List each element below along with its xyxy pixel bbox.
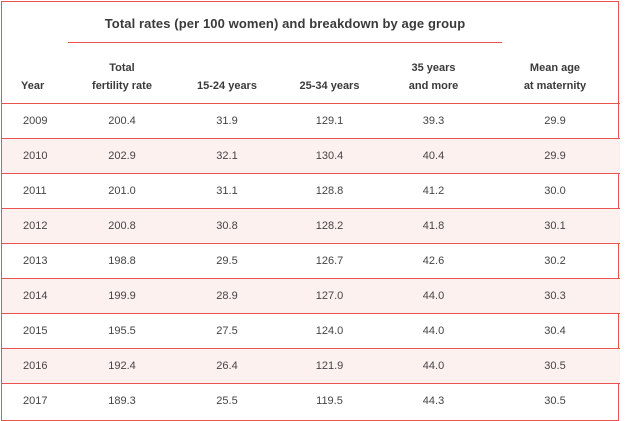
cell-rate-35-plus: 44.0: [377, 313, 490, 349]
cell-rate-25-34: 124.0: [282, 313, 377, 349]
header-mean-age: Mean age at maternity: [523, 62, 587, 92]
cell-mean-age: 30.5: [490, 348, 620, 384]
table-row: 2010 202.9 32.1 130.4 40.4 29.9: [2, 138, 620, 174]
table-frame: Total rates (per 100 women) and breakdow…: [1, 1, 620, 421]
cell-rate-15-24: 26.4: [172, 348, 282, 384]
cell-year: 2015: [2, 313, 72, 349]
cell-rate-35-plus: 44.0: [377, 348, 490, 384]
cell-mean-age: 29.9: [490, 103, 620, 139]
cell-total-fertility-rate: 192.4: [72, 348, 172, 384]
cell-rate-35-plus: 44.3: [377, 383, 490, 418]
table-row: 2015 195.5 27.5 124.0 44.0 30.4: [2, 313, 620, 349]
cell-total-fertility-rate: 189.3: [72, 383, 172, 418]
cell-year: 2010: [2, 138, 72, 174]
cell-rate-15-24: 29.5: [172, 243, 282, 279]
cell-year: 2014: [2, 278, 72, 314]
cell-rate-25-34: 127.0: [282, 278, 377, 314]
cell-rate-15-24: 31.9: [172, 103, 282, 139]
cell-total-fertility-rate: 200.4: [72, 103, 172, 139]
cell-mean-age: 30.1: [490, 208, 620, 244]
cell-total-fertility-rate: 200.8: [72, 208, 172, 244]
table-title: Total rates (per 100 women) and breakdow…: [104, 16, 466, 31]
cell-mean-age: 30.0: [490, 173, 620, 209]
cell-rate-35-plus: 41.2: [377, 173, 490, 209]
table-row: 2009 200.4 31.9 129.1 39.3 29.9: [2, 103, 620, 139]
cell-mean-age: 30.3: [490, 278, 620, 314]
cell-year: 2012: [2, 208, 72, 244]
cell-rate-15-24: 25.5: [172, 383, 282, 418]
cell-rate-25-34: 128.2: [282, 208, 377, 244]
fertility-table: Year Total fertility rate 15-24 years 25-…: [2, 52, 620, 418]
cell-rate-15-24: 28.9: [172, 278, 282, 314]
cell-rate-25-34: 128.8: [282, 173, 377, 209]
cell-year: 2013: [2, 243, 72, 279]
cell-year: 2017: [2, 383, 72, 418]
cell-rate-15-24: 30.8: [172, 208, 282, 244]
cell-mean-age: 30.5: [490, 383, 620, 418]
cell-rate-15-24: 27.5: [172, 313, 282, 349]
cell-rate-15-24: 32.1: [172, 138, 282, 174]
header-35-plus: 35 years and more: [408, 62, 459, 92]
cell-rate-35-plus: 42.6: [377, 243, 490, 279]
cell-rate-35-plus: 44.0: [377, 278, 490, 314]
cell-rate-25-34: 126.7: [282, 243, 377, 279]
header-15-24: 15-24 years: [197, 80, 257, 92]
cell-total-fertility-rate: 199.9: [72, 278, 172, 314]
header-year: Year: [21, 80, 45, 92]
cell-total-fertility-rate: 202.9: [72, 138, 172, 174]
cell-rate-25-34: 130.4: [282, 138, 377, 174]
title-underline: [68, 42, 502, 43]
table-row: 2011 201.0 31.1 128.8 41.2 30.0: [2, 173, 620, 209]
cell-mean-age: 29.9: [490, 138, 620, 174]
cell-mean-age: 30.2: [490, 243, 620, 279]
table-row: 2016 192.4 26.4 121.9 44.0 30.5: [2, 348, 620, 384]
header-25-34: 25-34 years: [299, 80, 360, 92]
table-row: 2017 189.3 25.5 119.5 44.3 30.5: [2, 383, 620, 418]
table-body: 2009 200.4 31.9 129.1 39.3 29.9 2010 202.9 32.1 1…: [2, 103, 620, 418]
cell-rate-35-plus: 40.4: [377, 138, 490, 174]
cell-rate-35-plus: 39.3: [377, 103, 490, 139]
header-total-fertility-rate: Total fertility rate: [92, 62, 152, 92]
header-row: Year Total fertility rate 15-24 years 25-…: [2, 52, 620, 104]
cell-rate-15-24: 31.1: [172, 173, 282, 209]
cell-rate-25-34: 129.1: [282, 103, 377, 139]
cell-rate-25-34: 119.5: [282, 383, 377, 418]
table-row: 2013 198.8 29.5 126.7 42.6 30.2: [2, 243, 620, 279]
cell-mean-age: 30.4: [490, 313, 620, 349]
cell-rate-25-34: 121.9: [282, 348, 377, 384]
cell-total-fertility-rate: 195.5: [72, 313, 172, 349]
cell-year: 2016: [2, 348, 72, 384]
table-row: 2014 199.9 28.9 127.0 44.0 30.3: [2, 278, 620, 314]
cell-total-fertility-rate: 198.8: [72, 243, 172, 279]
cell-rate-35-plus: 41.8: [377, 208, 490, 244]
cell-year: 2009: [2, 103, 72, 139]
cell-year: 2011: [2, 173, 72, 209]
cell-total-fertility-rate: 201.0: [72, 173, 172, 209]
table-row: 2012 200.8 30.8 128.2 41.8 30.1: [2, 208, 620, 244]
